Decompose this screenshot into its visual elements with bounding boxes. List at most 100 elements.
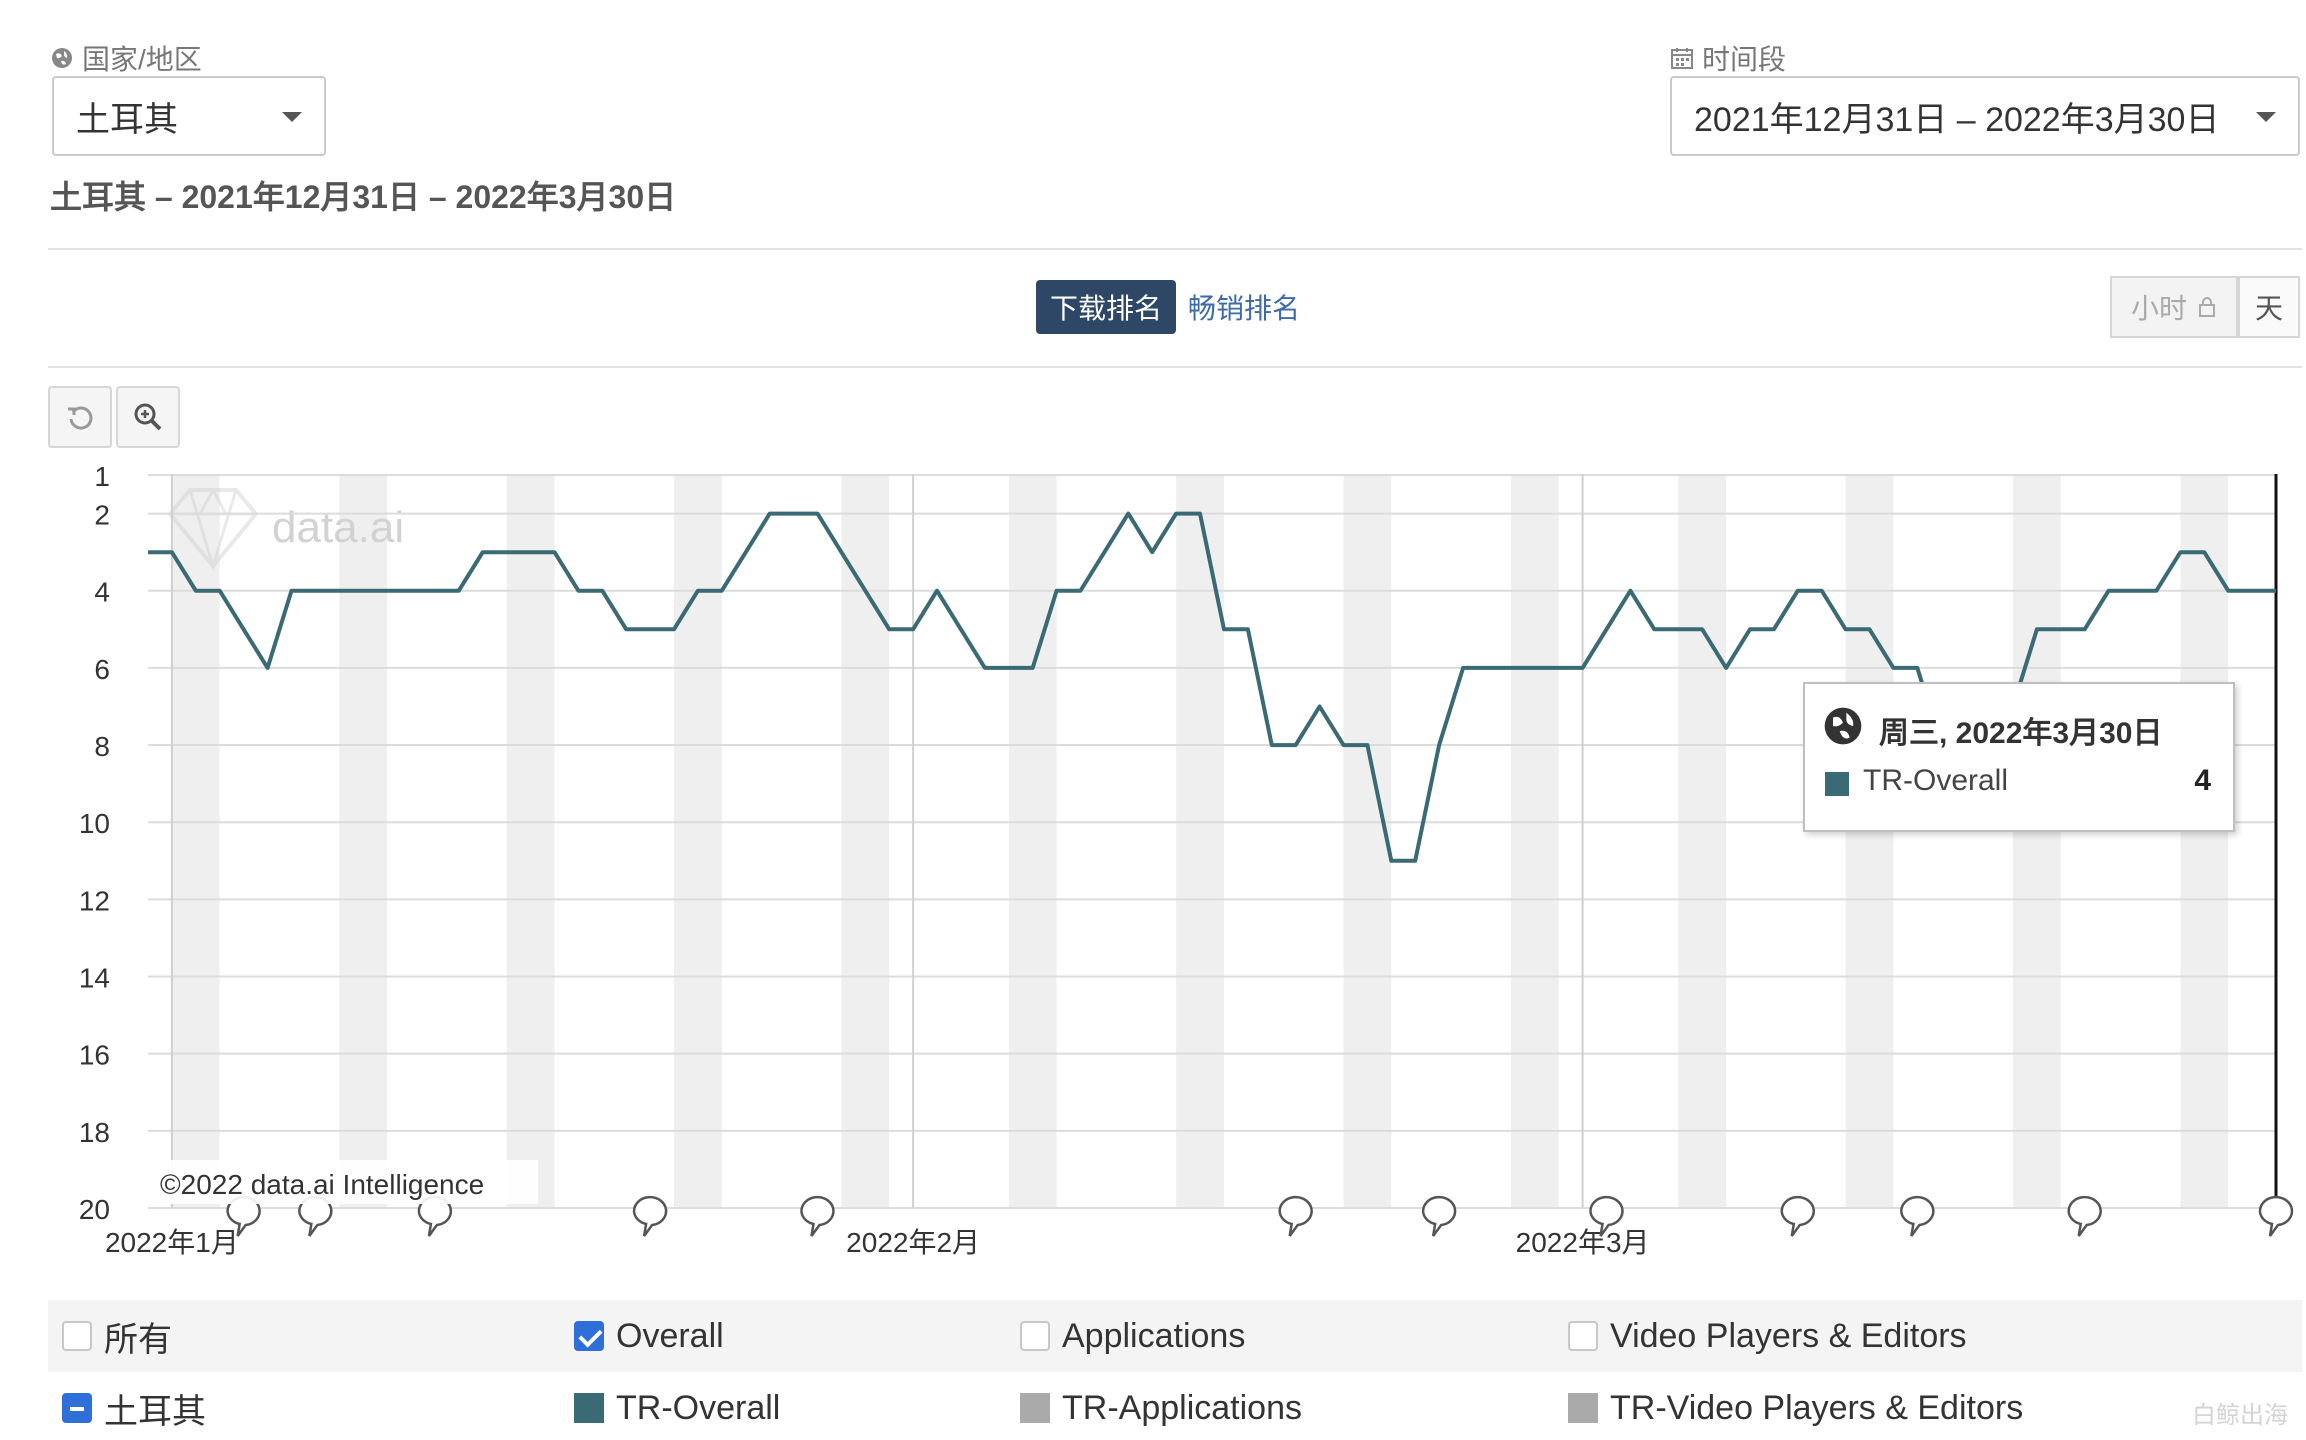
legend-swatch [574, 1393, 604, 1423]
event-marker-icon [800, 1195, 835, 1237]
legend-tr-overall-label: TR-Overall [616, 1388, 781, 1427]
granularity-hour-label: 小时 [2130, 293, 2187, 324]
y-tick-label: 16 [79, 1040, 110, 1071]
checkbox-applications[interactable] [1020, 1321, 1050, 1351]
divider [48, 248, 2302, 250]
x-tick-label: 2022年3月 [1516, 1227, 1650, 1258]
legend-tr-applications-label: TR-Applications [1062, 1388, 1302, 1427]
globe-icon [1824, 707, 1862, 745]
category-all[interactable]: 所有 [62, 1300, 172, 1372]
watermark-text: data.ai [272, 503, 404, 552]
globe-icon [52, 48, 72, 68]
tooltip-value: 4 [2194, 764, 2211, 797]
undo-icon [68, 406, 93, 430]
country-label: 国家/地区 [50, 38, 202, 78]
y-tick-label: 4 [94, 577, 110, 608]
weekend-band [506, 474, 555, 1208]
checkbox-country[interactable] [62, 1393, 92, 1423]
y-tick-label: 20 [79, 1194, 110, 1225]
weekend-band [1678, 474, 1727, 1208]
zoom-in-icon [134, 403, 162, 431]
country-label-text: 国家/地区 [82, 44, 202, 75]
tooltip-series-name: TR-Overall [1863, 764, 2009, 797]
copyright-bg [152, 1160, 538, 1204]
y-tick-label: 8 [94, 731, 110, 762]
tab-grossing-rank[interactable]: 畅销排名 [1188, 293, 1301, 324]
event-marker-icon [1900, 1195, 1935, 1237]
y-tick-label: 1 [94, 461, 110, 492]
y-tick-label: 10 [79, 808, 110, 839]
copyright-text: ©2022 data.ai Intelligence [160, 1169, 484, 1200]
weekend-band [1176, 474, 1224, 1208]
country-select-value: 土耳其 [76, 100, 178, 139]
chevron-down-icon [282, 112, 302, 122]
chevron-down-icon [2256, 112, 2276, 122]
category-video-players[interactable]: Video Players & Editors [1568, 1300, 1967, 1372]
category-applications-label: Applications [1062, 1316, 1246, 1355]
tooltip-date: 周三, 2022年3月30日 [1879, 717, 2163, 750]
y-tick-label: 14 [79, 963, 110, 994]
y-tick-label: 18 [79, 1117, 110, 1148]
legend-tr-video-players[interactable]: TR-Video Players & Editors [1568, 1372, 2023, 1440]
granularity-day-button[interactable]: 天 [2238, 276, 2300, 338]
weekend-band [1008, 474, 1057, 1208]
checkbox-video-players[interactable] [1568, 1321, 1598, 1351]
country-select[interactable]: 土耳其 [52, 76, 326, 156]
weekend-band [1845, 474, 1894, 1208]
y-tick-label: 2 [94, 500, 110, 531]
event-marker-icon [1780, 1195, 1816, 1237]
checkbox-all[interactable] [62, 1321, 92, 1351]
x-tick-label: 2022年1月 [105, 1227, 239, 1258]
granularity-day-label: 天 [2254, 293, 2283, 324]
granularity-hour-button[interactable]: 小时 [2110, 276, 2238, 338]
category-video-players-label: Video Players & Editors [1610, 1316, 1967, 1355]
category-overall[interactable]: Overall [574, 1300, 724, 1372]
category-filter-row: 所有 Overall Applications Video Players & … [48, 1300, 2302, 1372]
event-marker-icon [1589, 1195, 1624, 1237]
reset-zoom-button[interactable] [48, 386, 112, 448]
tab-download-rank[interactable]: 下载排名 [1036, 280, 1176, 334]
weekend-band [339, 474, 388, 1208]
category-applications[interactable]: Applications [1020, 1300, 1245, 1372]
country-toggle-label: 土耳其 [104, 1392, 206, 1431]
category-all-label: 所有 [104, 1320, 172, 1359]
category-overall-label: Overall [616, 1316, 724, 1355]
weekend-band [674, 474, 722, 1208]
weekend-band [171, 474, 220, 1208]
lock-icon [2199, 297, 2215, 317]
weekend-band [1343, 474, 1392, 1208]
event-marker-icon [2258, 1195, 2294, 1237]
event-marker-icon [1421, 1195, 1457, 1237]
weekend-band [841, 474, 890, 1208]
y-tick-label: 12 [79, 885, 110, 916]
weekend-band [2180, 474, 2229, 1208]
series-legend-row: 土耳其 TR-Overall TR-Applications TR-Video … [48, 1372, 2302, 1440]
period-label-text: 时间段 [1702, 44, 1787, 75]
event-marker-icon [1278, 1195, 1313, 1237]
period-select-value: 2021年12月31日 – 2022年3月30日 [1694, 100, 2220, 139]
series-line-tr-overall [148, 511, 2276, 863]
divider [48, 366, 2302, 368]
country-toggle[interactable]: 土耳其 [62, 1372, 206, 1440]
data-ai-watermark: data.ai [167, 486, 404, 572]
zoom-button[interactable] [116, 386, 180, 448]
legend-swatch [1568, 1393, 1598, 1423]
event-marker-icon [2067, 1195, 2102, 1237]
event-marker-icon [632, 1195, 668, 1237]
legend-tr-video-players-label: TR-Video Players & Editors [1610, 1388, 2024, 1427]
legend-swatch [1020, 1393, 1050, 1423]
weekend-band [1510, 474, 1559, 1208]
weekend-band [2012, 474, 2061, 1208]
legend-tr-overall[interactable]: TR-Overall [574, 1372, 780, 1440]
legend-tr-applications[interactable]: TR-Applications [1020, 1372, 1302, 1440]
chart-tooltip: 周三, 2022年3月30日 TR-Overall 4 [1803, 682, 2235, 832]
period-select[interactable]: 2021年12月31日 – 2022年3月30日 [1670, 76, 2300, 156]
calendar-icon [1671, 48, 1693, 69]
period-label: 时间段 [1670, 38, 1786, 78]
tooltip-series-swatch [1825, 772, 1849, 796]
x-tick-label: 2022年2月 [846, 1227, 980, 1258]
page-subtitle: 土耳其 – 2021年12月31日 – 2022年3月30日 [50, 179, 677, 215]
checkbox-overall[interactable] [574, 1321, 604, 1351]
corner-watermark: 白鲸出海 [2192, 1402, 2288, 1429]
